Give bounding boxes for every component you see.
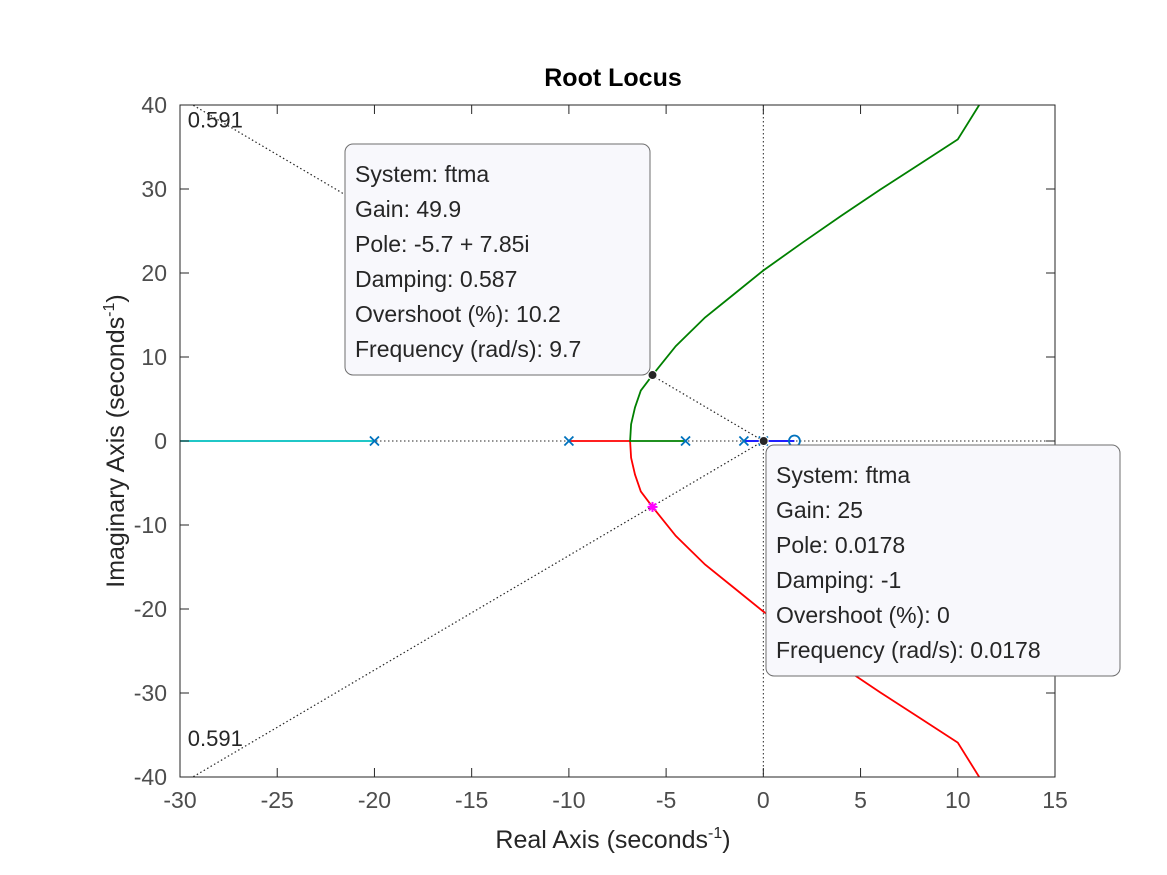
datatip-line: Frequency (rad/s): 0.0178 [776, 637, 1041, 663]
datatip-line: Overshoot (%): 10.2 [355, 301, 561, 327]
locus-branch-2 [629, 104, 980, 442]
y-axis-label: Imaginary Axis (seconds-1) [101, 294, 130, 588]
y-tick-label: 40 [141, 92, 167, 118]
datatip-line: Gain: 25 [776, 497, 863, 523]
datatips: System: ftma Gain: 49.9 Pole: -5.7 + 7.85i… [344, 143, 1121, 677]
datatip-box [344, 143, 651, 376]
x-tick-label: 10 [945, 787, 971, 813]
locus-branches [180, 104, 980, 778]
y-tick-label: -40 [134, 764, 167, 790]
x-tick-label: -5 [656, 787, 676, 813]
datatip-box [765, 444, 1121, 677]
selected-pole-0 [647, 501, 658, 512]
y-tick-label: -20 [134, 596, 167, 622]
y-tick-label: -30 [134, 680, 167, 706]
x-tick-label: 5 [854, 787, 867, 813]
axis-ticks: -30 -25 -20 -15 -10 -5 0 5 10 15-40-30-20-1001020… [134, 92, 1068, 813]
datatip-line: System: ftma [776, 462, 910, 488]
x-tick-label: 15 [1042, 787, 1068, 813]
pole-stroke-b [369, 435, 380, 447]
pole-stroke-b [738, 435, 750, 447]
pole-stroke-b [680, 435, 691, 447]
pole-marker-3 [738, 435, 750, 447]
datatip-line: Pole: -5.7 + 7.85i [355, 231, 530, 257]
datatip-line: Frequency (rad/s): 9.7 [355, 336, 581, 362]
datatip-0: System: ftma Gain: 49.9 Pole: -5.7 + 7.85i… [344, 143, 658, 381]
damping-label-1: 0.591 [188, 726, 243, 751]
y-tick-label: 0 [154, 428, 167, 454]
x-tick-label: 0 [757, 787, 770, 813]
datatip-line: Damping: 0.587 [355, 266, 517, 292]
datatip-line: Damping: -1 [776, 567, 901, 593]
datatip-marker [647, 370, 658, 381]
damping-lines: 0.591 0.591 [188, 104, 764, 778]
star-d2 [648, 502, 657, 512]
x-tick-label: -10 [552, 787, 585, 813]
locus-branch-1 [568, 440, 980, 778]
datatip-line: System: ftma [355, 161, 489, 187]
datatip-1: System: ftma Gain: 25 Pole: 0.0178 Damping:… [758, 436, 1121, 677]
pole-stroke-b [563, 435, 575, 447]
y-tick-label: 30 [141, 176, 167, 202]
datatip-line: Overshoot (%): 0 [776, 602, 950, 628]
damping-label-0: 0.591 [188, 108, 243, 133]
x-tick-label: -15 [455, 787, 488, 813]
x-axis-label: Real Axis (seconds-1) [495, 825, 730, 854]
x-tick-label: -30 [163, 787, 196, 813]
y-tick-label: 20 [141, 260, 167, 286]
datatip-line: Gain: 49.9 [355, 196, 461, 222]
datatip-line: Pole: 0.0178 [776, 532, 905, 558]
pole-marker-0 [369, 435, 380, 447]
x-tick-label: -25 [261, 787, 294, 813]
y-tick-label: 10 [141, 344, 167, 370]
pole-marker-1 [563, 435, 575, 447]
datatip-marker [758, 436, 769, 446]
x-tick-label: -20 [358, 787, 391, 813]
pole-marker-2 [680, 435, 691, 447]
chart-title: Root Locus [544, 64, 682, 92]
y-tick-label: -10 [134, 512, 167, 538]
